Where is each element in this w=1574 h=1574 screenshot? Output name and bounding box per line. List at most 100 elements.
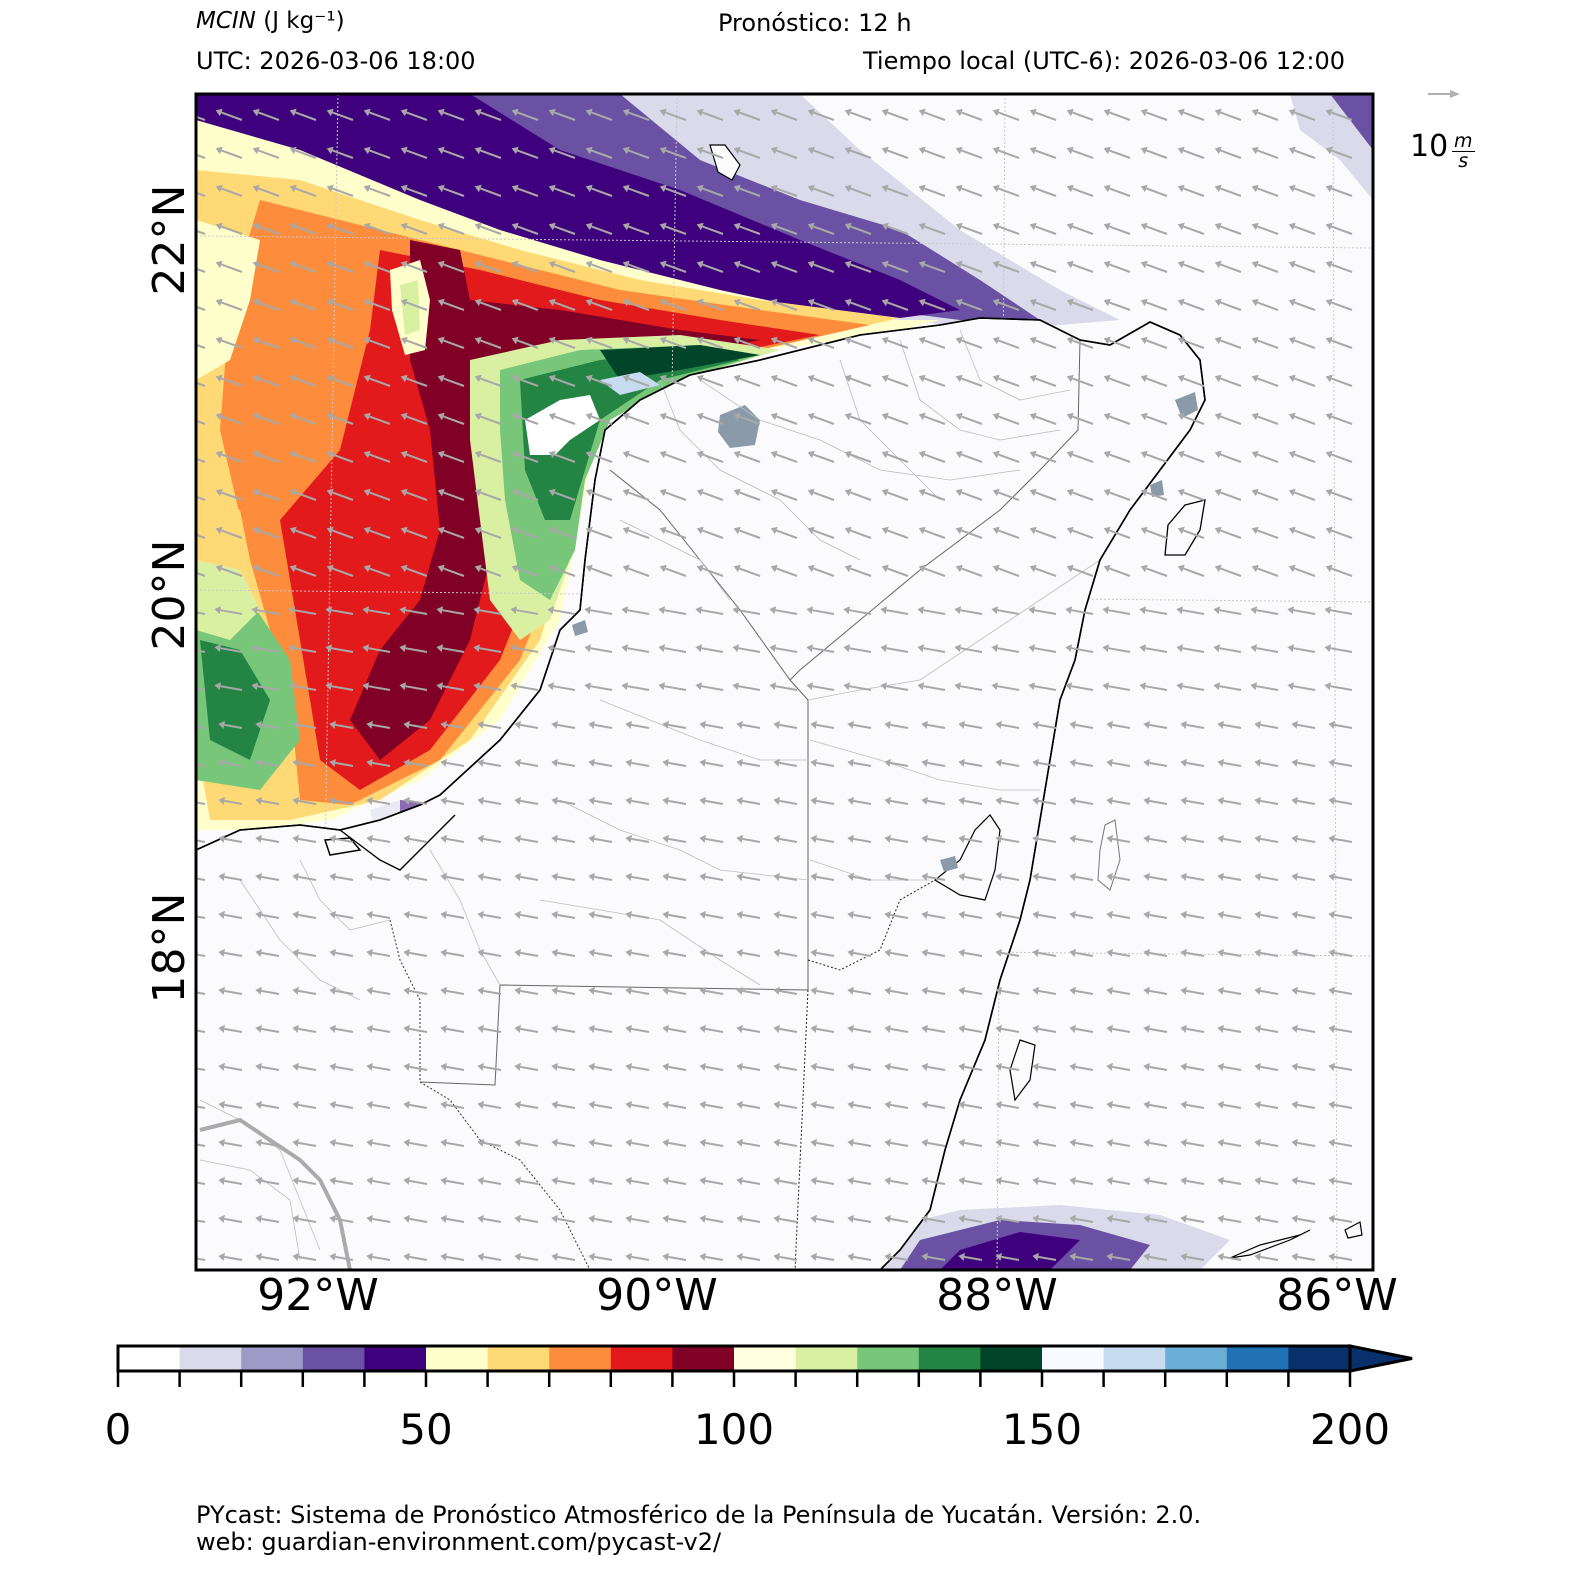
wind-arrowhead [1140, 146, 1148, 155]
wind-arrowhead [440, 1024, 447, 1033]
wind-arrowhead [1069, 1252, 1076, 1261]
wind-arrowhead [622, 298, 630, 307]
wind-vector [331, 111, 354, 121]
wind-vector [483, 1103, 502, 1109]
wind-vector [960, 339, 983, 349]
wind-vector [446, 1065, 465, 1071]
wind-vector [372, 1065, 391, 1071]
wind-vector [705, 1027, 724, 1033]
wind-arrowhead [1214, 564, 1222, 573]
wind-vector [1182, 301, 1205, 311]
wind-arrowhead [403, 1138, 410, 1147]
wind-vector [1149, 989, 1168, 995]
wind-vector [1001, 1179, 1020, 1185]
wind-arrowhead [399, 606, 407, 615]
wind-vector [853, 1141, 872, 1147]
wind-vector [849, 339, 872, 349]
wind-arrowhead [659, 146, 667, 155]
wind-arrowhead [1214, 336, 1222, 345]
wind-arrowhead [1214, 412, 1222, 421]
wind-arrowhead [1214, 450, 1222, 459]
colorbar-segment [426, 1346, 489, 1371]
wind-arrowhead [215, 260, 223, 269]
wind-arrowhead [218, 872, 225, 881]
wind-arrowhead [1291, 758, 1298, 767]
wind-arrowhead [1288, 564, 1296, 573]
wind-vector [1034, 609, 1057, 615]
wind-vector [1112, 761, 1131, 767]
wind-vector [627, 263, 650, 273]
wind-vector [631, 951, 650, 957]
wind-vector [927, 1103, 946, 1109]
wind-vector [335, 875, 354, 881]
wind-arrowhead [622, 336, 630, 345]
wind-arrowhead [625, 1176, 632, 1185]
wind-arrowhead [884, 948, 891, 957]
wind-vector [483, 837, 502, 843]
wind-arrowhead [1143, 986, 1150, 995]
wind-vector [849, 453, 872, 463]
wind-arrowhead [1291, 872, 1298, 881]
wind-arrowhead [1254, 1176, 1261, 1185]
wind-arrowhead [880, 644, 888, 653]
wind-arrowhead [1291, 948, 1298, 957]
wind-vector [1034, 453, 1057, 463]
wind-vector [997, 187, 1020, 197]
wind-arrowhead [325, 644, 333, 653]
wind-vector [557, 761, 576, 767]
wind-vector [257, 149, 280, 159]
wind-arrowhead [588, 1062, 595, 1071]
wind-vector [627, 187, 650, 197]
wind-arrowhead [548, 298, 556, 307]
wind-vector [1108, 647, 1131, 653]
wind-arrowhead [622, 564, 630, 573]
wind-vector [446, 1141, 465, 1147]
wind-arrowhead [255, 758, 262, 767]
wind-vector [298, 951, 317, 957]
wind-vector [483, 723, 502, 729]
wind-arrowhead [440, 910, 447, 919]
wind-vector [705, 1179, 724, 1185]
wind-arrowhead [625, 872, 632, 881]
wind-vector [335, 837, 354, 843]
wind-vector [1038, 1217, 1057, 1223]
wind-vector [1330, 225, 1353, 235]
wind-arrowhead [1103, 374, 1111, 383]
wind-vector [631, 1179, 650, 1185]
wind-vector [1034, 567, 1057, 577]
wind-vector [1038, 1255, 1057, 1261]
wind-vector [631, 875, 650, 881]
wind-arrowhead [847, 758, 854, 767]
wind-vector [1001, 989, 1020, 995]
wind-arrowhead [252, 260, 260, 269]
wind-vector [1223, 951, 1242, 957]
wind-vector [479, 647, 502, 653]
wind-vector [368, 609, 391, 615]
wind-arrowhead [1254, 1062, 1261, 1071]
wind-vector [1034, 225, 1057, 235]
city-merida [718, 405, 760, 448]
wind-arrowhead [770, 108, 778, 117]
wind-arrowhead [437, 222, 445, 231]
wind-arrowhead [548, 374, 556, 383]
wind-arrowhead [214, 644, 222, 653]
wind-vector [812, 149, 835, 159]
wind-arrowhead [551, 1214, 558, 1223]
wind-vector [664, 263, 687, 273]
wind-arrowhead [807, 488, 815, 497]
wind-vector [372, 1255, 391, 1261]
wind-arrowhead [807, 374, 815, 383]
wind-arrowhead [992, 222, 1000, 231]
wind-arrowhead [215, 564, 223, 573]
wind-arrowhead [917, 682, 925, 691]
wind-vector [1108, 529, 1131, 539]
wind-arrowhead [625, 720, 632, 729]
wind-vector [997, 111, 1020, 121]
wind-arrowhead [662, 986, 669, 995]
wind-arrowhead [218, 986, 225, 995]
wind-vector [775, 225, 798, 235]
wind-vector [442, 301, 465, 311]
wind-arrowhead [696, 298, 704, 307]
wind-arrowhead [662, 910, 669, 919]
wind-arrowhead [1328, 1176, 1335, 1185]
